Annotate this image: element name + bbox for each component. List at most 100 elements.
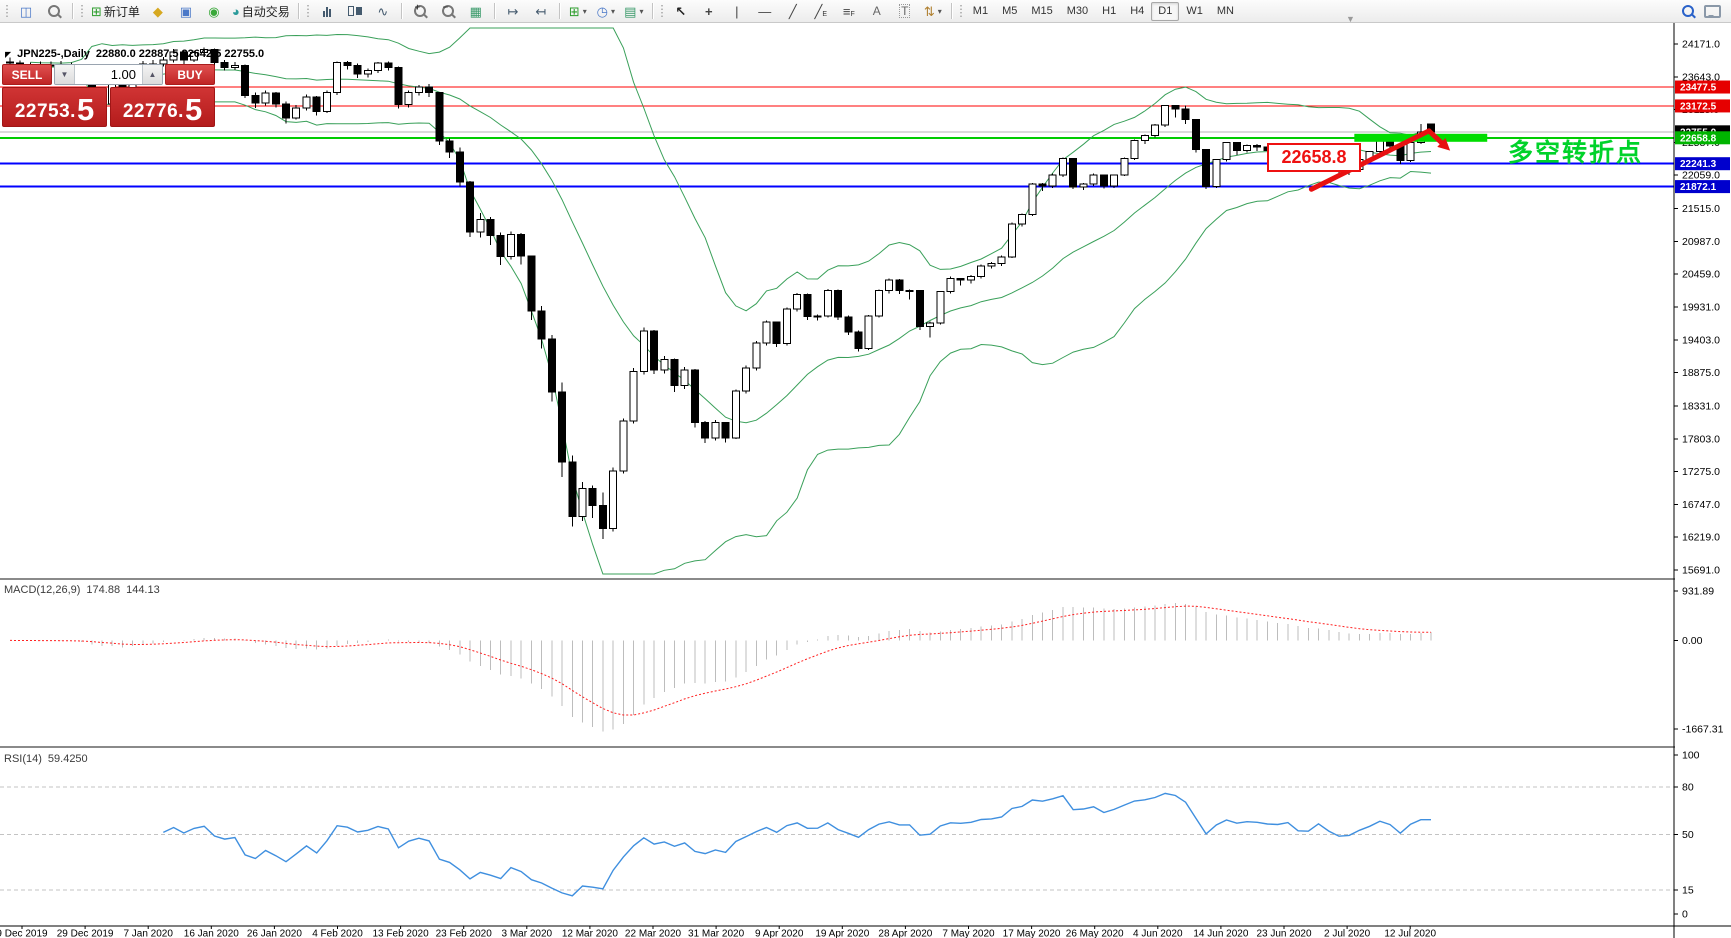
- toolbar-separator: [72, 3, 73, 19]
- zoom-out-button[interactable]: −: [434, 1, 462, 21]
- profiles-button[interactable]: ▣: [172, 1, 200, 21]
- buy-button[interactable]: BUY: [165, 64, 215, 85]
- dock-caret-icon[interactable]: ▼: [1346, 14, 1355, 24]
- toolbar-grip[interactable]: [305, 4, 310, 18]
- sell-price-big-digit: 5: [76, 92, 95, 128]
- volume-decrease-button[interactable]: ▼: [55, 65, 75, 84]
- x-axis-label: 22 Mar 2020: [625, 929, 682, 938]
- timeframe-m30-button[interactable]: M30: [1066, 5, 1089, 17]
- candle-up: [977, 265, 986, 277]
- y-axis-label: 15691.0: [1682, 565, 1720, 577]
- x-axis-label: 12 Jul 2020: [1384, 929, 1436, 938]
- toolbar-grip[interactable]: [80, 4, 84, 18]
- chart-autoscroll-button[interactable]: ↤: [527, 1, 555, 21]
- arrows-tool-button[interactable]: ⇅ ▾: [919, 1, 947, 21]
- text-label-icon: T: [899, 4, 911, 18]
- candle-down: [568, 461, 577, 518]
- timeframe-d1-button[interactable]: D1: [1151, 1, 1180, 21]
- buy-price-panel[interactable]: 22776. 5: [110, 87, 215, 127]
- turning-point-label[interactable]: 多空转折点: [1508, 139, 1644, 167]
- y-axis-label: 17803.0: [1682, 433, 1720, 445]
- price-tag[interactable]: [1675, 80, 1730, 94]
- timeframe-m1-button[interactable]: M1: [972, 5, 989, 17]
- toolbar-group-timeframes: M1 M5 M15 M30 H1 H4 D1 W1 MN: [954, 0, 1243, 22]
- new-order-icon: ⊞: [91, 3, 102, 19]
- price-tag[interactable]: [1675, 131, 1730, 145]
- volume-input[interactable]: 1.00: [110, 67, 136, 82]
- trendline-tool-button[interactable]: ╱: [779, 1, 807, 21]
- timeframe-w1-button[interactable]: W1: [1186, 5, 1203, 17]
- chat-icon[interactable]: [1704, 4, 1721, 18]
- vertical-line-tool-button[interactable]: |: [723, 1, 751, 21]
- trend-arrow-group[interactable]: [1308, 128, 1451, 192]
- candle-up: [711, 422, 720, 439]
- trend-line[interactable]: [1308, 128, 1432, 192]
- price-annotation-box[interactable]: 22658.8: [1267, 143, 1361, 172]
- timeframe-m5-button[interactable]: M5: [1002, 5, 1018, 17]
- channel-tool-button[interactable]: ╱ E: [807, 1, 835, 21]
- toolbar-grip[interactable]: [5, 4, 9, 18]
- pane-splitter-macd[interactable]: [0, 578, 1731, 580]
- price-tag[interactable]: [1675, 180, 1730, 194]
- chart-window-button[interactable]: ◫: [12, 1, 40, 21]
- tile-windows-button[interactable]: ▦: [462, 1, 490, 21]
- candle-up: [609, 470, 618, 530]
- price-axis-background: [1675, 23, 1731, 938]
- crosshair-icon: +: [705, 3, 713, 19]
- toolbar-grip[interactable]: [958, 4, 963, 18]
- label-tool-button[interactable]: T: [891, 1, 919, 21]
- candle-up: [997, 256, 1006, 264]
- zoom-in-button[interactable]: +: [406, 1, 434, 21]
- search-icon[interactable]: [1682, 5, 1694, 17]
- candle-up: [885, 279, 894, 292]
- text-tool-button[interactable]: A: [863, 1, 891, 21]
- templates-button[interactable]: ▤ ▾: [620, 1, 648, 21]
- new-order-button[interactable]: ⊞ 新订单: [87, 1, 144, 21]
- price-tag[interactable]: [1675, 99, 1730, 113]
- rsi-label: RSI(14) 59.4250: [4, 753, 88, 765]
- pane-splitter-rsi[interactable]: [0, 746, 1731, 748]
- rsi-levels-group: [0, 786, 1674, 891]
- x-axis-label: 3 Mar 2020: [502, 929, 553, 938]
- market-watch-button[interactable]: [40, 1, 68, 21]
- timeframe-mn-button[interactable]: MN: [1216, 5, 1234, 17]
- chart-canvas[interactable]: 24171.023643.023115.022587.022059.021515…: [0, 22, 1731, 938]
- candle-up: [619, 420, 628, 472]
- one-click-trading-panel: SELL ▼ 1.00 ▲ BUY 22753. 5 22776. 5: [2, 64, 215, 127]
- sell-price-panel[interactable]: 22753. 5: [2, 87, 107, 127]
- horizontal-line-tool-button[interactable]: —: [751, 1, 779, 21]
- bar-chart-button[interactable]: [313, 1, 341, 21]
- candle-down: [241, 64, 250, 96]
- candle-up: [905, 290, 914, 293]
- crosshair-tool-button[interactable]: +: [695, 1, 723, 21]
- macd-name-label: MACD(12,26,9): [4, 584, 81, 596]
- volume-increase-button[interactable]: ▲: [142, 65, 162, 84]
- fibonacci-tool-button[interactable]: ≡ F: [835, 1, 863, 21]
- line-chart-button[interactable]: ∿: [369, 1, 397, 21]
- periods-button[interactable]: ◷ ▾: [592, 1, 620, 21]
- sell-button[interactable]: SELL: [2, 64, 52, 85]
- candle-up: [159, 59, 168, 65]
- candle-down: [343, 61, 352, 66]
- chart-style-button[interactable]: ◆: [144, 1, 172, 21]
- chart-shift-button[interactable]: ↦: [499, 1, 527, 21]
- chart-window: 24171.023643.023115.022587.022059.021515…: [0, 22, 1731, 938]
- toolbar-grip[interactable]: [659, 4, 664, 18]
- dropdown-caret-icon: ▾: [937, 6, 942, 16]
- timeframe-h1-button[interactable]: H1: [1102, 5, 1117, 17]
- timeframe-m15-button[interactable]: M15: [1031, 5, 1053, 17]
- toolbar-separator: [651, 3, 653, 19]
- candlestick-chart-button[interactable]: [341, 1, 369, 21]
- signals-button[interactable]: ◉: [200, 1, 228, 21]
- candle-up: [404, 92, 413, 106]
- autotrade-button[interactable]: ◕ 自动交易: [228, 1, 294, 21]
- timeframe-h4-button[interactable]: H4: [1130, 5, 1145, 17]
- price-tag[interactable]: [1675, 157, 1730, 171]
- add-indicator-button[interactable]: ⊞ ▾: [564, 1, 592, 21]
- candle-up: [874, 290, 883, 317]
- support-highlight-bar[interactable]: [1354, 133, 1488, 142]
- y-axis-label: 18331.0: [1682, 401, 1720, 413]
- chart-autoscroll-icon: ↤: [535, 3, 547, 19]
- cursor-tool-button[interactable]: ↖: [667, 1, 695, 21]
- bar-chart-icon: [322, 5, 331, 17]
